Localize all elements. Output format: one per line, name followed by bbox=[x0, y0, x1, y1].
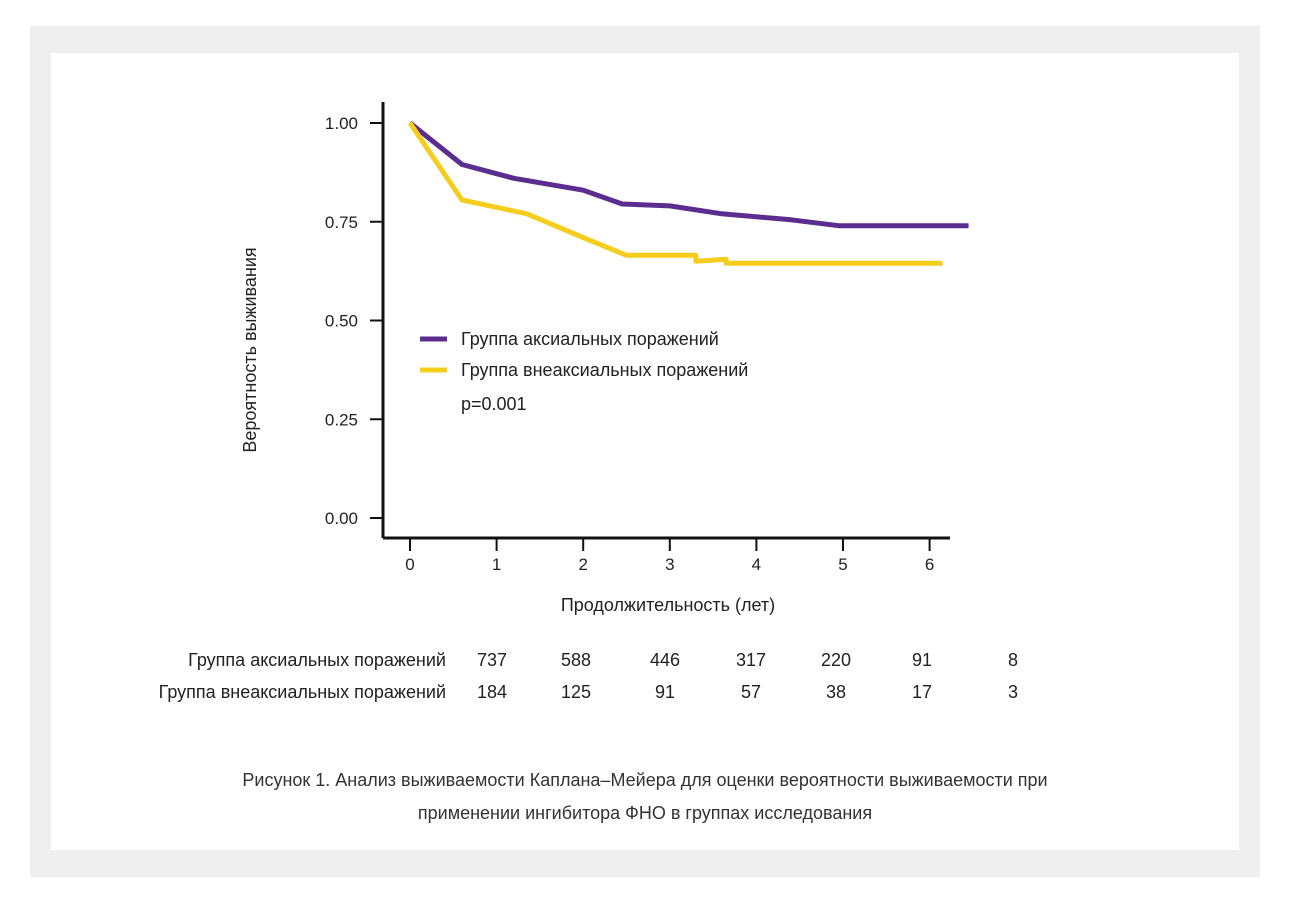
risk-value: 737 bbox=[477, 650, 507, 670]
risk-value: 57 bbox=[741, 682, 761, 702]
y-axis-title: Вероятность выживания bbox=[240, 247, 260, 452]
y-tick-label: 0.25 bbox=[325, 410, 358, 429]
x-tick-label: 5 bbox=[838, 555, 847, 574]
risk-value: 38 bbox=[826, 682, 846, 702]
series-layer bbox=[407, 121, 969, 266]
risk-row-label: Группа аксиальных поражений bbox=[188, 650, 446, 670]
x-tick-label: 3 bbox=[665, 555, 674, 574]
figure-panel bbox=[51, 53, 1239, 850]
y-tick-label: 0.00 bbox=[325, 509, 358, 528]
x-tick-label: 2 bbox=[578, 555, 587, 574]
risk-value: 446 bbox=[650, 650, 680, 670]
risk-value: 8 bbox=[1008, 650, 1018, 670]
x-tick-label: 6 bbox=[925, 555, 934, 574]
risk-table: Группа аксиальных поражений Группа внеак… bbox=[159, 650, 1018, 702]
x-tick-label: 4 bbox=[752, 555, 761, 574]
caption-line-2: применении ингибитора ФНО в группах иссл… bbox=[417, 803, 873, 823]
y-ticks: 0.00 0.25 0.50 0.75 1.00 bbox=[325, 114, 383, 528]
risk-value: 17 bbox=[912, 682, 932, 702]
risk-value: 91 bbox=[912, 650, 932, 670]
p-value-annotation: p=0.001 bbox=[461, 394, 527, 414]
risk-value: 317 bbox=[736, 650, 766, 670]
risk-row-label: Группа внеаксиальных поражений bbox=[159, 682, 446, 702]
legend-label-extra-axial: Группа внеаксиальных поражений bbox=[461, 360, 748, 380]
figure-caption: Рисунок 1. Анализ выживаемости Каплана–М… bbox=[51, 764, 1239, 830]
legend: Группа аксиальных поражений Группа внеак… bbox=[420, 329, 748, 414]
risk-value: 184 bbox=[477, 682, 507, 702]
risk-value: 588 bbox=[561, 650, 591, 670]
x-axis-title: Продолжительность (лет) bbox=[561, 595, 775, 615]
survival-line-axial bbox=[408, 121, 969, 229]
risk-value: 91 bbox=[655, 682, 675, 702]
y-tick-label: 1.00 bbox=[325, 114, 358, 133]
risk-value: 220 bbox=[821, 650, 851, 670]
y-tick-label: 0.50 bbox=[325, 312, 358, 331]
caption-line-1: Рисунок 1. Анализ выживаемости Каплана–М… bbox=[242, 770, 1048, 790]
survival-line-extra-axial bbox=[407, 121, 943, 266]
legend-label-axial: Группа аксиальных поражений bbox=[461, 329, 719, 349]
risk-value: 3 bbox=[1008, 682, 1018, 702]
x-tick-label: 1 bbox=[492, 555, 501, 574]
risk-value: 125 bbox=[561, 682, 591, 702]
y-tick-label: 0.75 bbox=[325, 213, 358, 232]
x-ticks: 0 1 2 3 4 5 6 bbox=[405, 538, 934, 574]
x-tick-label: 0 bbox=[405, 555, 414, 574]
